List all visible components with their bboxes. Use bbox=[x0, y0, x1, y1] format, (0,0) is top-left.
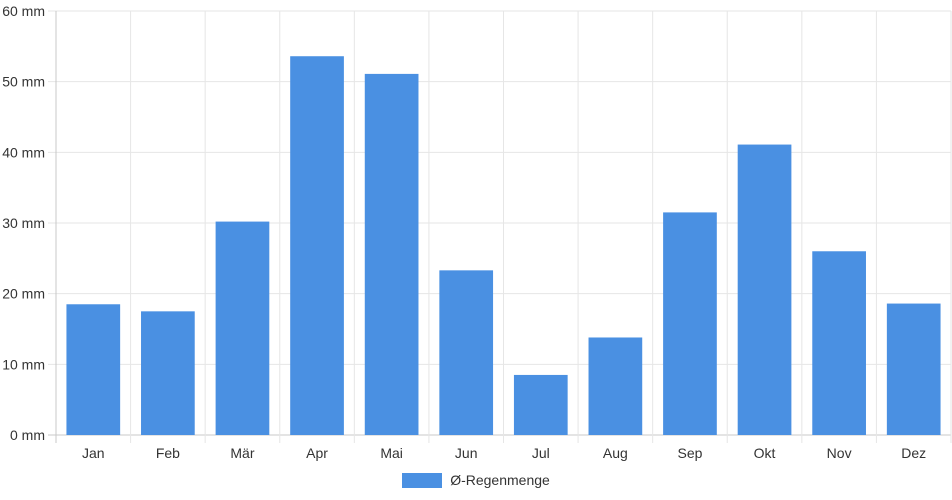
x-tick-label: Mai bbox=[380, 445, 403, 461]
legend-swatch[interactable] bbox=[402, 472, 443, 488]
x-tick-label: Nov bbox=[827, 445, 852, 461]
legend-label[interactable]: Ø-Regenmenge bbox=[450, 472, 550, 488]
y-tick-label: 0 mm bbox=[10, 427, 45, 443]
y-tick-label: 20 mm bbox=[2, 286, 45, 302]
x-tick-label: Apr bbox=[306, 445, 328, 461]
x-tick-label: Sep bbox=[677, 445, 702, 461]
bar-11[interactable] bbox=[812, 251, 866, 435]
y-tick-label: 10 mm bbox=[2, 356, 45, 372]
y-axis-tick-labels: 0 mm 10 mm 20 mm 30 mm 40 mm 50 mm 60 mm bbox=[2, 3, 45, 443]
x-tick-label: Jun bbox=[455, 445, 478, 461]
bar-1[interactable] bbox=[66, 304, 121, 435]
bar-3[interactable] bbox=[215, 221, 270, 435]
bar-5[interactable] bbox=[364, 73, 419, 435]
x-tick-label: Jan bbox=[82, 445, 105, 461]
y-tick-label: 50 mm bbox=[2, 74, 45, 90]
y-tick-label: 30 mm bbox=[2, 215, 45, 231]
x-tick-label: Feb bbox=[156, 445, 180, 461]
grid-lines bbox=[48, 10, 952, 443]
bar-8[interactable] bbox=[588, 337, 643, 435]
x-tick-label: Okt bbox=[754, 445, 776, 461]
bar-10[interactable] bbox=[737, 144, 792, 435]
legend[interactable]: Ø-Regenmenge bbox=[0, 472, 952, 488]
x-tick-label: Jul bbox=[532, 445, 550, 461]
bar-2[interactable] bbox=[141, 311, 195, 435]
x-tick-label: Mär bbox=[230, 445, 254, 461]
bar-9[interactable] bbox=[663, 212, 717, 435]
y-tick-label: 60 mm bbox=[2, 3, 45, 19]
bar-12[interactable] bbox=[886, 303, 941, 435]
bar-4[interactable] bbox=[290, 56, 344, 436]
x-tick-label: Aug bbox=[603, 445, 628, 461]
bar-7[interactable] bbox=[513, 374, 568, 435]
bar-6[interactable] bbox=[439, 270, 494, 435]
bars bbox=[66, 56, 941, 436]
y-tick-label: 40 mm bbox=[2, 144, 45, 160]
x-axis-tick-labels: Jan Feb Mär Apr Mai Jun Jul Aug Sep Okt Nov Dez bbox=[82, 445, 926, 461]
x-tick-label: Dez bbox=[901, 445, 926, 461]
